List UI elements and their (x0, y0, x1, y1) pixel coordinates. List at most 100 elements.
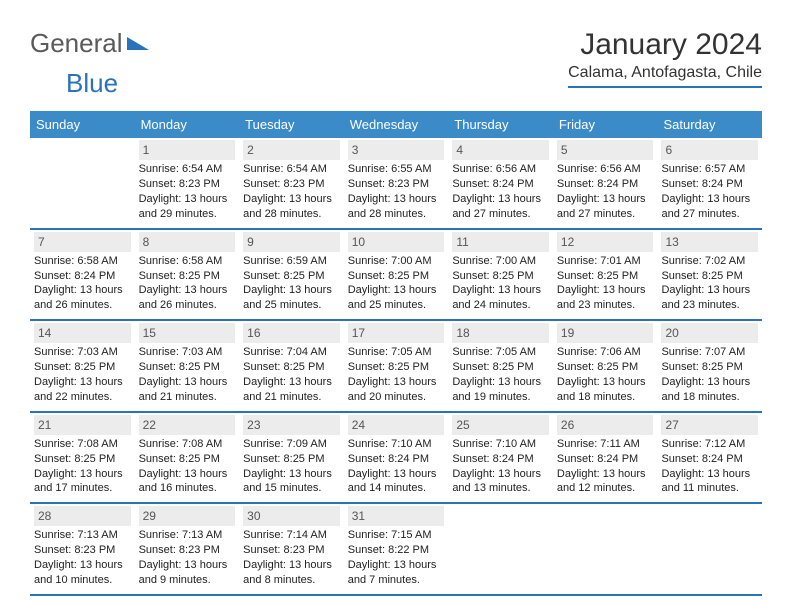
day-cell: 19Sunrise: 7:06 AMSunset: 8:25 PMDayligh… (553, 321, 658, 411)
daylight-text: Daylight: 13 hours and 22 minutes. (34, 375, 131, 405)
sunrise-text: Sunrise: 7:10 AM (452, 437, 549, 452)
sunrise-text: Sunrise: 7:12 AM (661, 437, 758, 452)
day-cell (30, 138, 135, 228)
day-number: 4 (452, 140, 549, 160)
sunset-text: Sunset: 8:23 PM (243, 177, 340, 192)
day-number: 29 (139, 506, 236, 526)
day-cell: 17 Sunrise: 7:05 AMSunset: 8:25 PMDayligh… (344, 321, 449, 411)
daylight-text: Daylight: 13 hours and 21 minutes. (139, 375, 236, 405)
day-header: Wednesday (344, 111, 449, 138)
sunrise-text: Sunrise: 7:04 AM (243, 345, 340, 360)
sunset-text: Sunset: 8:25 PM (348, 269, 445, 284)
logo: General (30, 28, 149, 59)
logo-text-1: General (30, 28, 123, 59)
daylight-text: Daylight: 13 hours and 12 minutes. (557, 467, 654, 497)
daylight-text: Daylight: 13 hours and 23 minutes. (661, 283, 758, 313)
day-number: 12 (557, 232, 654, 252)
daylight-text: Daylight: 13 hours and 20 minutes. (348, 375, 445, 405)
sunrise-text: Sunrise: 7:05 AM (452, 345, 549, 360)
day-cell: 6Sunrise: 6:57 AMSunset: 8:24 PMDaylight… (657, 138, 762, 228)
calendar: Sunday Monday Tuesday Wednesday Thursday… (30, 111, 762, 596)
daylight-text: Daylight: 13 hours and 17 minutes. (34, 467, 131, 497)
day-number: 22 (139, 415, 236, 435)
day-number: 28 (34, 506, 131, 526)
day-number: 30 (243, 506, 340, 526)
daylight-text: Daylight: 13 hours and 27 minutes. (452, 192, 549, 222)
day-number: 8 (139, 232, 236, 252)
daylight-text: Daylight: 13 hours and 16 minutes. (139, 467, 236, 497)
day-cell: 28Sunrise: 7:13 AMSunset: 8:23 PMDayligh… (30, 504, 135, 594)
daylight-text: Daylight: 13 hours and 21 minutes. (243, 375, 340, 405)
sunrise-text: Sunrise: 7:05 AM (348, 345, 445, 360)
day-cell: 10Sunrise: 7:00 AMSunset: 8:25 PMDayligh… (344, 230, 449, 320)
day-cell: 1Sunrise: 6:54 AMSunset: 8:23 PMDaylight… (135, 138, 240, 228)
sunrise-text: Sunrise: 7:08 AM (139, 437, 236, 452)
daylight-text: Daylight: 13 hours and 7 minutes. (348, 558, 445, 588)
week-row: 1Sunrise: 6:54 AMSunset: 8:23 PMDaylight… (30, 138, 762, 230)
day-header: Thursday (448, 111, 553, 138)
sunrise-text: Sunrise: 7:01 AM (557, 254, 654, 269)
sunset-text: Sunset: 8:24 PM (661, 452, 758, 467)
sunrise-text: Sunrise: 6:58 AM (139, 254, 236, 269)
day-number: 17 (348, 323, 445, 343)
day-header: Monday (135, 111, 240, 138)
daylight-text: Daylight: 13 hours and 18 minutes. (557, 375, 654, 405)
day-number: 11 (452, 232, 549, 252)
week-row: 28Sunrise: 7:13 AMSunset: 8:23 PMDayligh… (30, 504, 762, 596)
day-header: Sunday (30, 111, 135, 138)
sunset-text: Sunset: 8:24 PM (34, 269, 131, 284)
day-cell: 27Sunrise: 7:12 AMSunset: 8:24 PMDayligh… (657, 413, 762, 503)
sunrise-text: Sunrise: 7:03 AM (34, 345, 131, 360)
sunset-text: Sunset: 8:24 PM (661, 177, 758, 192)
day-cell: 5Sunrise: 6:56 AMSunset: 8:24 PMDaylight… (553, 138, 658, 228)
sunset-text: Sunset: 8:23 PM (348, 177, 445, 192)
day-number: 14 (34, 323, 131, 343)
sunset-text: Sunset: 8:23 PM (139, 543, 236, 558)
day-number: 18 (452, 323, 549, 343)
sunrise-text: Sunrise: 6:58 AM (34, 254, 131, 269)
sunrise-text: Sunrise: 7:11 AM (557, 437, 654, 452)
day-number: 10 (348, 232, 445, 252)
day-cell: 20Sunrise: 7:07 AMSunset: 8:25 PMDayligh… (657, 321, 762, 411)
sunset-text: Sunset: 8:23 PM (139, 177, 236, 192)
daylight-text: Daylight: 13 hours and 25 minutes. (348, 283, 445, 313)
day-cell: 2Sunrise: 6:54 AMSunset: 8:23 PMDaylight… (239, 138, 344, 228)
sunrise-text: Sunrise: 6:57 AM (661, 162, 758, 177)
day-number: 24 (348, 415, 445, 435)
sunrise-text: Sunrise: 7:09 AM (243, 437, 340, 452)
sunrise-text: Sunrise: 7:03 AM (139, 345, 236, 360)
month-title: January 2024 (568, 28, 762, 62)
daylight-text: Daylight: 13 hours and 9 minutes. (139, 558, 236, 588)
sunrise-text: Sunrise: 6:56 AM (557, 162, 654, 177)
day-number: 19 (557, 323, 654, 343)
daylight-text: Daylight: 13 hours and 8 minutes. (243, 558, 340, 588)
day-number: 13 (661, 232, 758, 252)
sunset-text: Sunset: 8:25 PM (243, 269, 340, 284)
daylight-text: Daylight: 13 hours and 13 minutes. (452, 467, 549, 497)
day-cell: 31Sunrise: 7:15 AMSunset: 8:22 PMDayligh… (344, 504, 449, 594)
sunset-text: Sunset: 8:25 PM (348, 360, 445, 375)
day-cell: 23Sunrise: 7:09 AMSunset: 8:25 PMDayligh… (239, 413, 344, 503)
day-number: 2 (243, 140, 340, 160)
day-cell: 13Sunrise: 7:02 AMSunset: 8:25 PMDayligh… (657, 230, 762, 320)
sunset-text: Sunset: 8:25 PM (661, 269, 758, 284)
day-header: Friday (553, 111, 658, 138)
sunrise-text: Sunrise: 6:56 AM (452, 162, 549, 177)
sunset-text: Sunset: 8:24 PM (452, 452, 549, 467)
day-number: 3 (348, 140, 445, 160)
day-cell: 21Sunrise: 7:08 AMSunset: 8:25 PMDayligh… (30, 413, 135, 503)
day-cell: 9Sunrise: 6:59 AMSunset: 8:25 PMDaylight… (239, 230, 344, 320)
sunrise-text: Sunrise: 6:54 AM (243, 162, 340, 177)
sunset-text: Sunset: 8:25 PM (34, 360, 131, 375)
sunrise-text: Sunrise: 7:13 AM (139, 528, 236, 543)
sunset-text: Sunset: 8:23 PM (243, 543, 340, 558)
day-cell: 3Sunrise: 6:55 AMSunset: 8:23 PMDaylight… (344, 138, 449, 228)
logo-triangle-icon (127, 26, 149, 57)
day-cell: 15Sunrise: 7:03 AMSunset: 8:25 PMDayligh… (135, 321, 240, 411)
sunrise-text: Sunrise: 6:55 AM (348, 162, 445, 177)
day-cell (553, 504, 658, 594)
day-cell: 4Sunrise: 6:56 AMSunset: 8:24 PMDaylight… (448, 138, 553, 228)
day-number: 27 (661, 415, 758, 435)
sunrise-text: Sunrise: 7:15 AM (348, 528, 445, 543)
daylight-text: Daylight: 13 hours and 23 minutes. (557, 283, 654, 313)
